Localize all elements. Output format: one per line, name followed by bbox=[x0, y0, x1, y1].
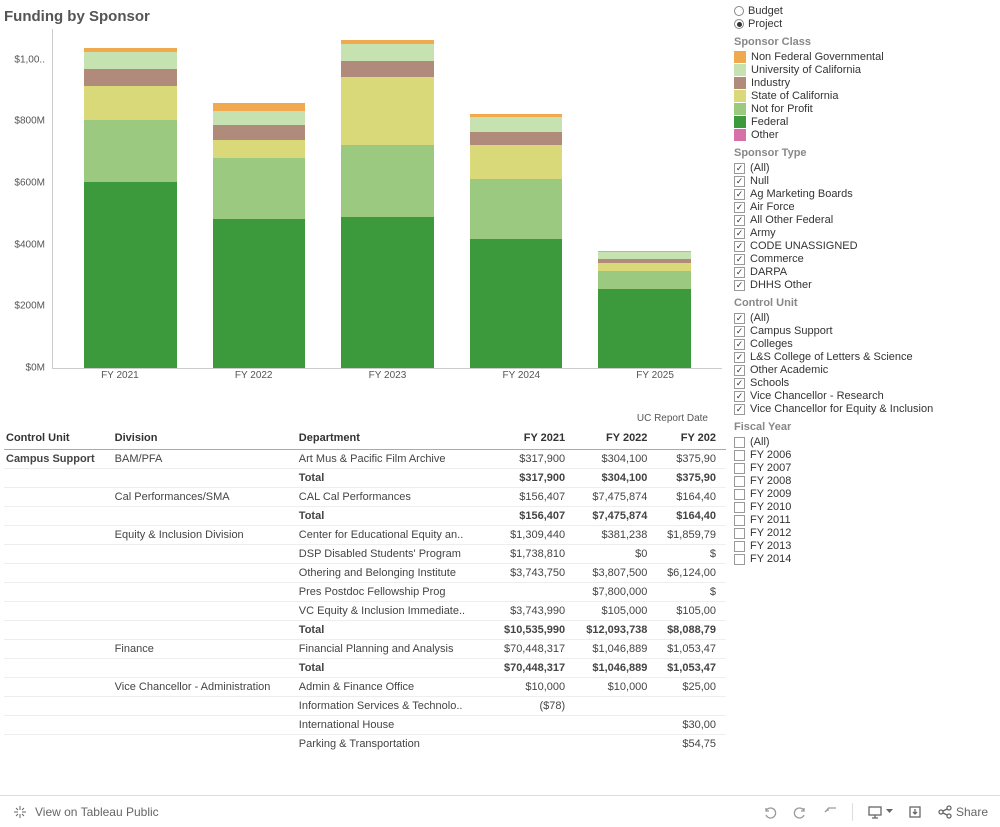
col-header[interactable]: Division bbox=[113, 427, 297, 450]
bar-fy-2023[interactable] bbox=[341, 40, 433, 368]
funding-table: Control UnitDivisionDepartmentFY 2021FY … bbox=[4, 427, 726, 753]
table-note: UC Report Date bbox=[4, 413, 726, 424]
filter-item[interactable]: ✓All Other Federal bbox=[734, 214, 992, 226]
table-row: VC Equity & Inclusion Immediate..$3,743,… bbox=[4, 602, 726, 621]
filter-item[interactable]: ✓CODE UNASSIGNED bbox=[734, 240, 992, 252]
filter-item[interactable]: FY 2009 bbox=[734, 488, 992, 500]
share-button[interactable]: Share bbox=[937, 804, 988, 820]
footer: View on Tableau Public Share bbox=[0, 795, 1000, 827]
table-row: Total$156,407$7,475,874$164,40 bbox=[4, 507, 726, 526]
filter-item[interactable]: ✓Air Force bbox=[734, 201, 992, 213]
download-button[interactable] bbox=[907, 804, 923, 820]
filter-item[interactable]: FY 2011 bbox=[734, 514, 992, 526]
view-on-tableau-button[interactable]: View on Tableau Public bbox=[12, 804, 159, 820]
col-header[interactable]: FY 2021 bbox=[493, 427, 575, 450]
table-row: Othering and Belonging Institute$3,743,7… bbox=[4, 564, 726, 583]
x-axis: FY 2021FY 2022FY 2023FY 2024FY 2025 bbox=[53, 370, 722, 388]
filter-item[interactable]: ✓DARPA bbox=[734, 266, 992, 278]
legend-item[interactable]: Industry bbox=[734, 77, 992, 89]
undo-icon bbox=[762, 804, 778, 820]
page-title: Funding by Sponsor bbox=[4, 8, 726, 25]
presentation-button[interactable] bbox=[867, 804, 893, 820]
table-row: Campus SupportBAM/PFAArt Mus & Pacific F… bbox=[4, 450, 726, 469]
bar-fy-2021[interactable] bbox=[84, 48, 176, 369]
col-header[interactable]: Control Unit bbox=[4, 427, 113, 450]
filter-item[interactable]: ✓Vice Chancellor for Equity & Inclusion bbox=[734, 403, 992, 415]
legend-item[interactable]: Other bbox=[734, 129, 992, 141]
sponsor-type-title: Sponsor Type bbox=[734, 147, 992, 159]
table-row: Cal Performances/SMACAL Cal Performances… bbox=[4, 488, 726, 507]
filter-item[interactable]: ✓Other Academic bbox=[734, 364, 992, 376]
presentation-icon bbox=[867, 804, 883, 820]
reset-icon bbox=[822, 804, 838, 820]
reset-button[interactable] bbox=[822, 804, 838, 820]
filter-item[interactable]: FY 2008 bbox=[734, 475, 992, 487]
view-radio-budget[interactable]: Budget bbox=[734, 5, 992, 17]
filter-item[interactable]: ✓Campus Support bbox=[734, 325, 992, 337]
col-header[interactable]: Department bbox=[297, 427, 493, 450]
filter-item[interactable]: FY 2013 bbox=[734, 540, 992, 552]
filter-item[interactable]: FY 2012 bbox=[734, 527, 992, 539]
legend-item[interactable]: State of California bbox=[734, 90, 992, 102]
filter-item[interactable]: ✓L&S College of Letters & Science bbox=[734, 351, 992, 363]
share-icon bbox=[937, 804, 953, 820]
table-row: Total$70,448,317$1,046,889$1,053,47 bbox=[4, 659, 726, 678]
filter-item[interactable]: ✓Schools bbox=[734, 377, 992, 389]
tableau-icon bbox=[12, 804, 28, 820]
table-row: Equity & Inclusion DivisionCenter for Ed… bbox=[4, 526, 726, 545]
table-row: Total$317,900$304,100$375,90 bbox=[4, 469, 726, 488]
filter-item[interactable]: ✓Colleges bbox=[734, 338, 992, 350]
table-row: Parking & Transportation$54,75 bbox=[4, 735, 726, 754]
funding-chart[interactable]: $0M$200M$400M$600M$800M$1,00.. FY 2021FY… bbox=[52, 29, 722, 369]
legend-item[interactable]: Non Federal Governmental bbox=[734, 51, 992, 63]
filter-item[interactable]: ✓Ag Marketing Boards bbox=[734, 188, 992, 200]
filter-item[interactable]: ✓Commerce bbox=[734, 253, 992, 265]
filter-item[interactable]: FY 2006 bbox=[734, 449, 992, 461]
table-row: Pres Postdoc Fellowship Prog$7,800,000$ bbox=[4, 583, 726, 602]
table-row: DSP Disabled Students' Program$1,738,810… bbox=[4, 545, 726, 564]
legend-item[interactable]: Federal bbox=[734, 116, 992, 128]
bar-fy-2024[interactable] bbox=[470, 114, 562, 368]
table-row: Information Services & Technolo..($78) bbox=[4, 697, 726, 716]
table-row: Total$10,535,990$12,093,738$8,088,79 bbox=[4, 621, 726, 640]
filter-item[interactable]: ✓(All) bbox=[734, 312, 992, 324]
control-unit-title: Control Unit bbox=[734, 297, 992, 309]
download-icon bbox=[907, 804, 923, 820]
legend-item[interactable]: Not for Profit bbox=[734, 103, 992, 115]
col-header[interactable]: FY 2022 bbox=[575, 427, 657, 450]
filter-item[interactable]: ✓Null bbox=[734, 175, 992, 187]
filter-item[interactable]: FY 2007 bbox=[734, 462, 992, 474]
filter-item[interactable]: FY 2014 bbox=[734, 553, 992, 565]
y-axis: $0M$200M$400M$600M$800M$1,00.. bbox=[5, 29, 49, 368]
filter-item[interactable]: ✓Vice Chancellor - Research bbox=[734, 390, 992, 402]
table-row: International House$30,00 bbox=[4, 716, 726, 735]
filter-item[interactable]: FY 2010 bbox=[734, 501, 992, 513]
filter-item[interactable]: (All) bbox=[734, 436, 992, 448]
legend-title: Sponsor Class bbox=[734, 36, 992, 48]
filter-item[interactable]: ✓DHHS Other bbox=[734, 279, 992, 291]
filter-item[interactable]: ✓Army bbox=[734, 227, 992, 239]
filter-item[interactable]: ✓(All) bbox=[734, 162, 992, 174]
redo-icon bbox=[792, 804, 808, 820]
redo-button[interactable] bbox=[792, 804, 808, 820]
bar-fy-2025[interactable] bbox=[598, 251, 690, 368]
table-row: FinanceFinancial Planning and Analysis$7… bbox=[4, 640, 726, 659]
view-radio-project[interactable]: Project bbox=[734, 18, 992, 30]
table-row: Vice Chancellor - AdministrationAdmin & … bbox=[4, 678, 726, 697]
legend-item[interactable]: University of California bbox=[734, 64, 992, 76]
bar-fy-2022[interactable] bbox=[213, 103, 305, 368]
undo-button[interactable] bbox=[762, 804, 778, 820]
fiscal-year-title: Fiscal Year bbox=[734, 421, 992, 433]
col-header[interactable]: FY 202 bbox=[657, 427, 726, 450]
